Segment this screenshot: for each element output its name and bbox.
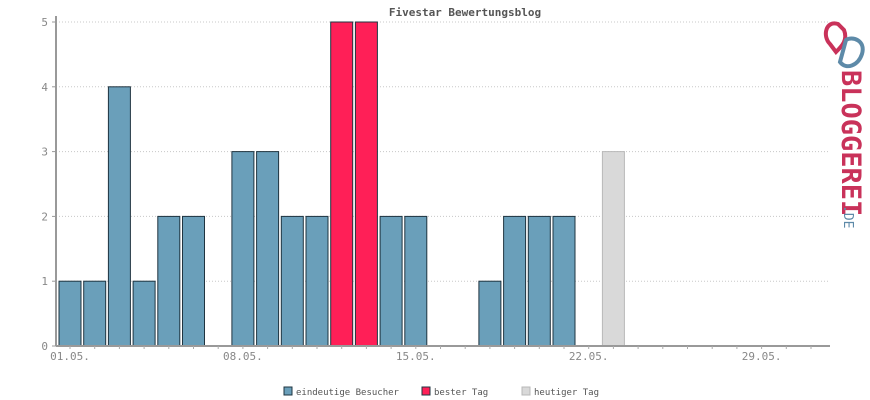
bar-06.05. <box>182 215 205 347</box>
y-tick-label: 0 <box>41 340 48 353</box>
axes: 0 1 2 3 4 5 01.05. 08.05. 15.05. 22.05. 29.05. <box>41 16 830 363</box>
legend: eindeutige Besucher bester Tag heutiger Ta… <box>283 386 599 398</box>
chart-title: Fivestar Bewertungsblog <box>389 6 541 19</box>
bar-23.05. <box>601 151 625 347</box>
bar-04.05. <box>132 280 156 347</box>
legend-item-visitor: eindeutige Besucher <box>283 386 400 398</box>
bar-15.05. <box>404 215 428 347</box>
y-tick-label: 1 <box>41 275 48 288</box>
bar-20.05. <box>527 215 551 347</box>
bar-03.05. <box>107 86 131 347</box>
bar-10.05. <box>280 215 304 347</box>
legend-swatch <box>283 386 293 396</box>
x-tick-label: 08.05. <box>223 350 263 363</box>
bar-12.05. <box>330 21 354 347</box>
legend-label: bester Tag <box>434 388 488 398</box>
legend-swatch <box>521 386 531 396</box>
y-tick-label: 5 <box>41 16 48 29</box>
x-tick-label: 01.05. <box>50 350 90 363</box>
bloggerei-logo-suffix: .DE <box>840 205 855 228</box>
x-tick-label: 22.05. <box>569 350 609 363</box>
legend-label: eindeutige Besucher <box>296 388 400 398</box>
bar-09.05. <box>256 151 280 347</box>
bar-18.05. <box>478 280 502 347</box>
bar-11.05. <box>305 215 329 347</box>
y-tick-label: 3 <box>41 146 48 159</box>
legend-item-best: bester Tag <box>421 386 488 398</box>
bar-08.05. <box>231 151 255 347</box>
bloggerei-logo-text: BLOGGEREI <box>835 70 866 216</box>
bar-14.05. <box>379 215 403 347</box>
bar-01.05. <box>58 280 82 347</box>
bar-21.05. <box>552 215 576 347</box>
bars <box>58 21 625 347</box>
legend-swatch <box>421 386 431 396</box>
bar-02.05. <box>83 280 107 347</box>
x-tick-label: 29.05. <box>742 350 782 363</box>
y-tick-label: 4 <box>41 81 48 94</box>
x-tick-label: 15.05. <box>396 350 436 363</box>
bar-05.05. <box>157 215 181 347</box>
y-tick-label: 2 <box>41 210 48 223</box>
legend-item-today: heutiger Tag <box>521 386 599 398</box>
bloggerei-logo-icon <box>823 21 865 69</box>
bloggerei-logo[interactable]: BLOGGEREI .DE <box>835 70 866 228</box>
bar-19.05. <box>503 215 527 347</box>
bar-13.05. <box>354 21 378 347</box>
legend-label: heutiger Tag <box>534 388 599 398</box>
